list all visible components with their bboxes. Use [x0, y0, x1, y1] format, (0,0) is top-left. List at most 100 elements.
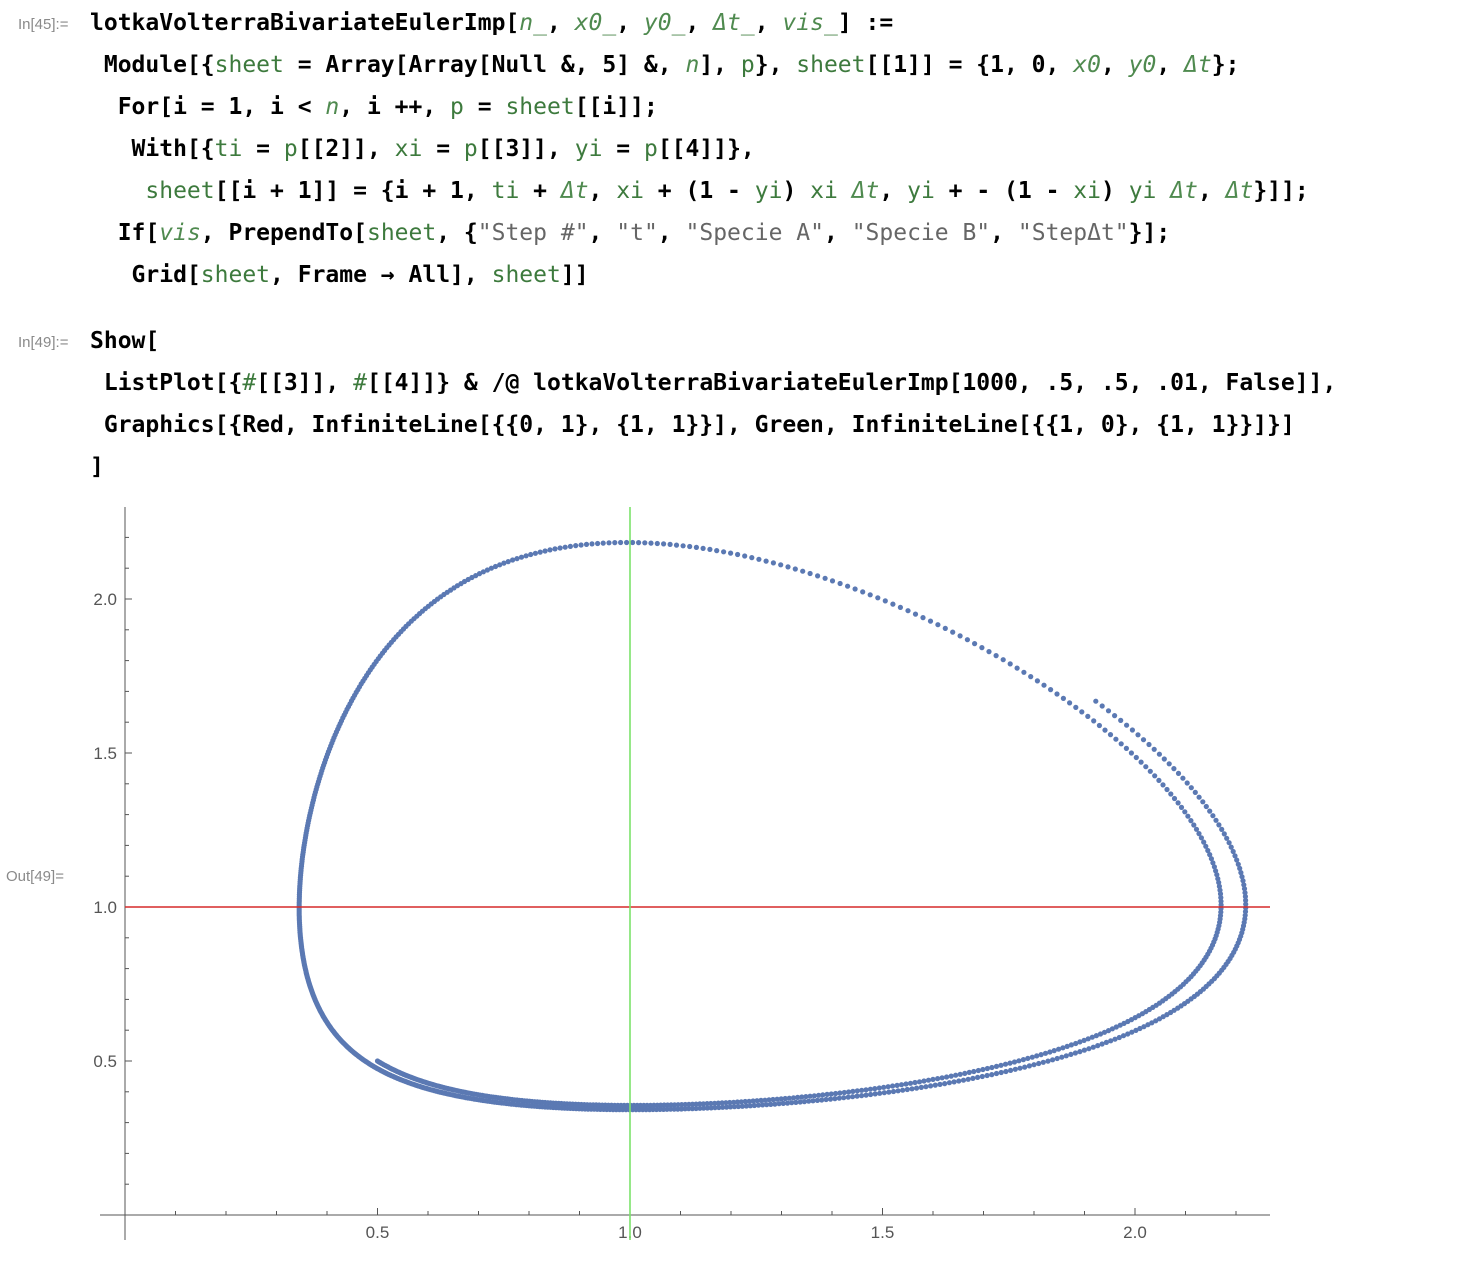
- data-point: [984, 1065, 991, 1072]
- data-point: [859, 1093, 865, 1099]
- data-point: [770, 560, 777, 566]
- data-point: [1059, 1054, 1065, 1060]
- code-token: =: [463, 94, 506, 120]
- data-point: [841, 1089, 847, 1096]
- data-point: [612, 540, 618, 546]
- data-point: [816, 1092, 822, 1098]
- data-point: [1133, 754, 1139, 761]
- code-token: =: [602, 136, 644, 162]
- data-point: [1068, 1051, 1074, 1057]
- data-point: [1178, 804, 1185, 810]
- data-point: [829, 578, 836, 584]
- data-point: [1077, 1049, 1083, 1055]
- data-point: [823, 1096, 829, 1103]
- data-point: [792, 566, 798, 572]
- data-point: [747, 1103, 754, 1109]
- code-token: [[i]];: [574, 94, 658, 120]
- code-token: , PrependTo[: [200, 220, 367, 246]
- data-point: [735, 1103, 742, 1110]
- data-point: [1051, 1048, 1057, 1054]
- plot-axes: 0.5 1.0 1.5 2.00.51.01.52.0: [93, 507, 1270, 1242]
- data-point: [1008, 1067, 1014, 1073]
- data-point: [749, 555, 755, 561]
- data-point: [1211, 864, 1217, 870]
- data-point: [1237, 865, 1243, 871]
- data-point: [1234, 857, 1240, 863]
- data-point: [1240, 878, 1246, 884]
- data-point: [724, 1104, 730, 1110]
- input-cell-in45[interactable]: lotkaVolterraBivariateEulerImp[n_, x0_ , …: [90, 2, 1309, 296]
- code-token: ,: [823, 220, 852, 246]
- code-token: ListPlot[{: [90, 370, 243, 396]
- code-token: sheet: [505, 94, 575, 120]
- data-point: [956, 1078, 962, 1084]
- data-point: [907, 1080, 914, 1086]
- data-point: [1107, 732, 1114, 738]
- data-point: [509, 557, 516, 563]
- input-cell-in49[interactable]: Show[ ListPlot[{#[[3]], #[[4]]} & /@ lot…: [90, 320, 1336, 488]
- data-point: [909, 1086, 915, 1092]
- data-point: [1133, 1027, 1139, 1033]
- code-token: }];: [1128, 220, 1171, 246]
- data-point: [1041, 682, 1047, 688]
- data-point: [895, 1088, 901, 1094]
- code-token: [1156, 178, 1170, 204]
- data-point: [708, 1100, 714, 1107]
- data-point: [1093, 698, 1099, 704]
- code-token: yi: [574, 136, 603, 162]
- data-point: [998, 1069, 1004, 1076]
- data-point: [1200, 799, 1206, 805]
- data-point: [1064, 1043, 1070, 1049]
- data-point: [845, 583, 851, 589]
- data-point: [971, 1068, 977, 1075]
- y-tick-label: 1.0: [93, 898, 117, 917]
- data-point: [712, 1105, 718, 1111]
- data-point: [1224, 835, 1230, 841]
- code-token: }]];: [1253, 178, 1309, 204]
- code-token: #: [242, 370, 257, 396]
- data-point: [819, 1097, 825, 1103]
- data-point: [1175, 800, 1181, 806]
- code-token: ,: [588, 220, 617, 246]
- data-point: [764, 1102, 770, 1108]
- data-point: [735, 551, 741, 558]
- data-point: [948, 1073, 954, 1079]
- data-point: [814, 1097, 821, 1103]
- code-line: Grid[sheet, Frame → All], sheet]]: [90, 254, 1309, 296]
- data-point: [1239, 874, 1245, 880]
- data-point: [833, 1090, 839, 1097]
- data-point: [850, 1094, 856, 1100]
- data-point: [1028, 674, 1034, 680]
- data-point: [708, 1105, 714, 1111]
- data-point: [1168, 791, 1174, 797]
- data-point: [1031, 1062, 1037, 1068]
- data-point: [1007, 661, 1013, 667]
- data-point: [1145, 1022, 1151, 1028]
- data-point: [1017, 1065, 1023, 1071]
- data-point: [1151, 746, 1157, 752]
- data-point: [1238, 870, 1244, 876]
- y-tick-label: 1.5: [93, 744, 117, 763]
- data-point: [1002, 1061, 1009, 1067]
- data-point: [1205, 847, 1211, 854]
- x-tick-label: 2.0: [1123, 1223, 1147, 1242]
- data-point: [957, 633, 963, 639]
- data-point: [774, 1096, 780, 1102]
- data-point: [1007, 1060, 1013, 1066]
- data-point: [1213, 868, 1219, 874]
- data-point: [950, 629, 956, 635]
- data-point: [743, 1103, 750, 1109]
- data-point: [1000, 657, 1006, 663]
- data-point: [1123, 745, 1129, 751]
- data-point: [867, 1086, 874, 1092]
- code-token: [[i + 1]] = {i + 1,: [214, 178, 492, 204]
- data-point: [1014, 665, 1020, 671]
- data-point: [731, 1099, 737, 1105]
- data-point: [824, 1091, 830, 1097]
- data-point: [1056, 1046, 1062, 1052]
- code-line: If[vis, PrependTo[sheet, {"Step #", "t",…: [90, 212, 1309, 254]
- data-point: [1085, 713, 1091, 719]
- data-point: [790, 1095, 797, 1101]
- data-point: [993, 1070, 1000, 1077]
- data-point: [930, 1076, 936, 1082]
